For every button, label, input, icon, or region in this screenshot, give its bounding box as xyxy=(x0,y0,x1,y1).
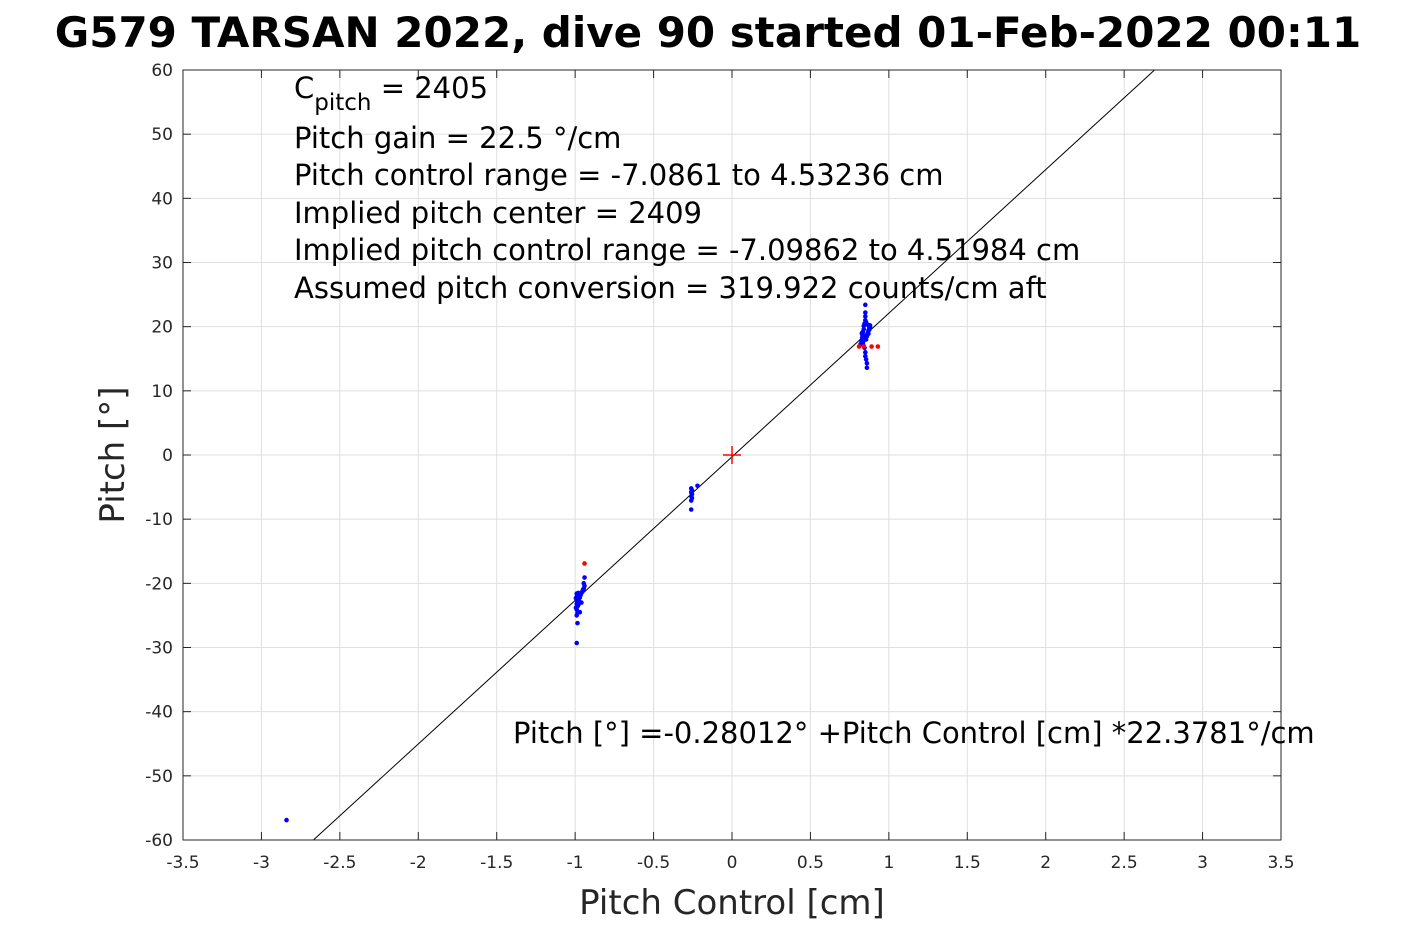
x-axis-label: Pitch Control [cm] xyxy=(579,883,885,923)
data-point-red xyxy=(582,561,587,566)
fit-equation-label: Pitch [°] =-0.28012° +Pitch Control [cm]… xyxy=(513,716,1315,750)
x-tick-label: 3.5 xyxy=(1267,853,1294,873)
data-point-blue xyxy=(695,483,700,489)
annotation-implied-pitch-control-range: Implied pitch control range = -7.09862 t… xyxy=(294,233,1080,267)
data-point-blue xyxy=(688,486,694,491)
data-point-red xyxy=(861,344,867,349)
y-tick-label: -20 xyxy=(145,574,173,594)
data-point-blue xyxy=(863,319,869,325)
x-tick-label: -1 xyxy=(567,853,584,873)
cpitch-base: C xyxy=(294,71,314,105)
y-tick-label: -10 xyxy=(145,510,173,530)
data-point-blue xyxy=(688,507,694,512)
data-point-blue xyxy=(863,310,868,315)
annotation-pitch-gain: Pitch gain = 22.5 °/cm xyxy=(294,121,621,155)
y-tick-label: 20 xyxy=(151,318,173,338)
data-point-blue xyxy=(284,817,289,823)
data-point-blue xyxy=(863,357,869,362)
x-tick-label: -1.5 xyxy=(480,853,513,873)
data-points xyxy=(284,302,881,823)
x-tick-label: 1.5 xyxy=(954,853,981,873)
data-point-blue xyxy=(863,350,868,355)
x-tick-label: -0.5 xyxy=(637,853,670,873)
y-tick-label: 30 xyxy=(151,254,173,274)
data-point-blue xyxy=(859,330,865,336)
data-point-red xyxy=(856,344,862,349)
y-tick-label: -30 xyxy=(145,639,173,659)
data-point-blue xyxy=(863,314,868,319)
data-point-blue xyxy=(582,575,587,580)
x-tick-label: -3 xyxy=(253,853,270,873)
x-tick-label: -2 xyxy=(410,853,427,873)
data-point-blue xyxy=(577,609,583,615)
data-point-blue xyxy=(579,600,584,605)
data-point-blue xyxy=(574,640,580,646)
data-point-blue xyxy=(861,326,867,332)
annotation-cpitch: Cpitch = 2405 xyxy=(294,71,488,116)
data-point-blue xyxy=(575,620,580,626)
data-point-blue xyxy=(864,360,870,366)
data-point-red xyxy=(869,344,874,349)
y-tick-label: 0 xyxy=(162,446,173,466)
cpitch-value: = 2405 xyxy=(371,71,488,105)
data-point-blue xyxy=(866,331,871,337)
data-point-blue xyxy=(573,595,579,601)
y-tick-label: 60 xyxy=(151,61,173,81)
y-axis-label: Pitch [°] xyxy=(93,386,133,523)
y-tick-label: 40 xyxy=(151,189,173,209)
y-tick-label: 50 xyxy=(151,125,173,145)
x-tick-label: -2.5 xyxy=(323,853,356,873)
y-tick-label: -50 xyxy=(145,767,173,787)
annotation-assumed-pitch-conversion: Assumed pitch conversion = 319.922 count… xyxy=(294,271,1047,305)
x-tick-label: 0.5 xyxy=(797,853,824,873)
x-tick-label: 0 xyxy=(727,853,738,873)
x-tick-label: 2 xyxy=(1040,853,1051,873)
x-tick-label: 3 xyxy=(1197,853,1208,873)
x-tick-label: 2.5 xyxy=(1111,853,1138,873)
center-plus-marker xyxy=(723,446,741,464)
data-point-blue xyxy=(581,581,587,586)
data-point-blue xyxy=(864,365,870,371)
x-tick-label: -3.5 xyxy=(166,853,199,873)
annotation-pitch-control-range: Pitch control range = -7.0861 to 4.53236… xyxy=(294,158,943,192)
data-point-blue xyxy=(863,302,868,308)
y-tick-label: -40 xyxy=(145,703,173,723)
center-marker-layer xyxy=(723,446,741,464)
y-tick-label: -60 xyxy=(145,831,173,851)
chart-title: G579 TARSAN 2022, dive 90 started 01-Feb… xyxy=(55,8,1361,57)
x-tick-label: 1 xyxy=(883,853,894,873)
annotation-implied-pitch-center: Implied pitch center = 2409 xyxy=(294,196,702,230)
data-point-blue xyxy=(573,605,579,611)
y-tick-label: 10 xyxy=(151,382,173,402)
grid-lines xyxy=(182,69,1282,841)
cpitch-subscript: pitch xyxy=(314,90,371,116)
axis-ticks: -3.5 -3 -2.5 -2 -1.5 -1 -0.5 0 0.5 1 1.5 2 2.5 3 3.5 -6… xyxy=(145,61,1294,873)
data-point-red xyxy=(875,344,881,349)
